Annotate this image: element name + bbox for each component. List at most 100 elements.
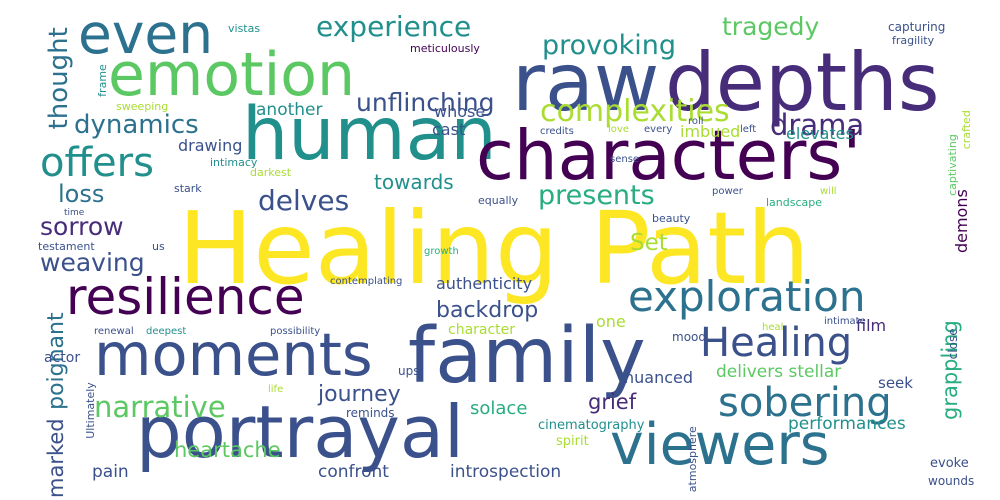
word-meticulously: meticulously <box>410 42 480 55</box>
word-resilience: resilience <box>66 268 305 326</box>
word-introspection: introspection <box>450 462 561 482</box>
word-pain: pain <box>92 462 129 482</box>
word-cast: cast <box>432 120 465 139</box>
word-human: human <box>242 92 497 177</box>
word-character: character <box>448 322 515 338</box>
word-power: power <box>712 186 744 197</box>
word-wounds: wounds <box>928 474 974 488</box>
word-drama: drama <box>770 108 864 142</box>
word-complexities: complexities <box>540 94 730 129</box>
word-another: another <box>256 100 322 120</box>
word-darkest: darkest <box>250 166 292 179</box>
word-landscape: landscape <box>766 196 822 209</box>
word-ultimately: Ultimately <box>84 382 97 439</box>
word-marked: marked <box>44 418 68 498</box>
word-performances: performances <box>788 414 906 434</box>
word-delves: delves <box>258 184 349 217</box>
word-us: us <box>152 240 165 253</box>
word-reminds: reminds <box>346 406 395 420</box>
word-will: will <box>820 186 837 197</box>
word-whose: whose <box>434 102 485 121</box>
word-film: film <box>856 316 886 335</box>
word-love: love <box>608 124 629 135</box>
word-tragedy: tragedy <box>722 12 820 41</box>
word-demons: demons <box>952 189 971 253</box>
word-viewers: viewers <box>610 412 829 478</box>
word-capturing: capturing <box>888 20 945 34</box>
word-close: close <box>946 328 960 359</box>
word-emotion: emotion <box>108 40 355 110</box>
word-dynamics: dynamics <box>74 110 199 140</box>
word-cinematography: cinematography <box>538 418 645 433</box>
word-stark: stark <box>174 182 202 195</box>
word-family: family <box>408 312 646 401</box>
word-provoking: provoking <box>542 30 676 61</box>
word-mood: mood <box>672 330 706 344</box>
word-moments: moments <box>94 320 373 389</box>
word-authenticity: authenticity <box>436 274 532 293</box>
word-depths: depths <box>665 36 940 129</box>
word-offers: offers <box>40 140 154 186</box>
word-life: life <box>268 384 283 395</box>
word-set: Set <box>630 230 668 256</box>
word-sobering: sobering <box>718 380 892 426</box>
word-equally: equally <box>478 194 519 207</box>
word-time: time <box>64 208 85 218</box>
word-healing: Healing <box>700 320 852 366</box>
word-roll: roll <box>688 116 704 127</box>
word-sorrow: sorrow <box>40 212 124 241</box>
word-vistas: vistas <box>228 22 260 35</box>
word-narrative: narrative <box>94 390 226 424</box>
word-raw: raw <box>512 36 659 129</box>
word-frame: frame <box>96 64 109 97</box>
word-sweeping: sweeping <box>116 100 168 113</box>
word-contemplating: contemplating <box>330 276 402 287</box>
word-intimacy: intimacy <box>210 156 258 169</box>
word-evoke: evoke <box>930 456 969 471</box>
word-beauty: beauty <box>652 212 691 225</box>
word-actor: actor <box>44 350 80 366</box>
word-left: left <box>740 124 756 135</box>
word-heal: heal <box>762 322 783 333</box>
word-even: even <box>78 2 213 66</box>
word-confront: confront <box>318 462 389 482</box>
word-possibility: possibility <box>270 326 320 337</box>
word-one: one <box>596 312 626 331</box>
word-backdrop: backdrop <box>436 298 538 323</box>
word-unflinching: unflinching <box>356 88 494 117</box>
word-ups: ups <box>398 364 419 378</box>
word-atmosphere: atmosphere <box>686 426 699 492</box>
word-solace: solace <box>470 398 527 419</box>
word-drawing: drawing <box>178 136 242 155</box>
word-characters: characters' <box>476 116 861 196</box>
word-every: every <box>644 124 672 135</box>
word-grappling: grappling <box>938 320 962 420</box>
word-weaving: weaving <box>40 248 145 277</box>
word-growth: growth <box>424 246 459 257</box>
word-imbued: imbued <box>680 122 740 141</box>
word-deepest: deepest <box>146 326 186 337</box>
word-towards: towards <box>374 170 454 194</box>
word-testament: testament <box>38 240 95 253</box>
word-credits: credits <box>540 126 574 137</box>
word-intimate: intimate <box>824 316 866 327</box>
word-spirit: spirit <box>556 434 589 449</box>
word-crafted: crafted <box>960 110 973 149</box>
word-presents: presents <box>538 180 655 211</box>
word-thought: thought <box>44 27 74 129</box>
word-delivers-stellar: delivers stellar <box>716 362 841 382</box>
word-journey: journey <box>317 382 401 407</box>
word-heartache: heartache <box>174 438 281 462</box>
word-fragility: fragility <box>892 34 935 47</box>
word-healing-path: Healing Path <box>178 190 810 307</box>
word-poignant: poignant <box>44 312 69 410</box>
word-nuanced: nuanced <box>624 368 693 387</box>
word-exploration: exploration <box>628 272 865 321</box>
word-seek: seek <box>878 374 913 392</box>
word-elevates: elevates <box>786 124 854 143</box>
word-sense: sense <box>610 154 639 165</box>
word-portrayal: portrayal <box>136 390 464 474</box>
